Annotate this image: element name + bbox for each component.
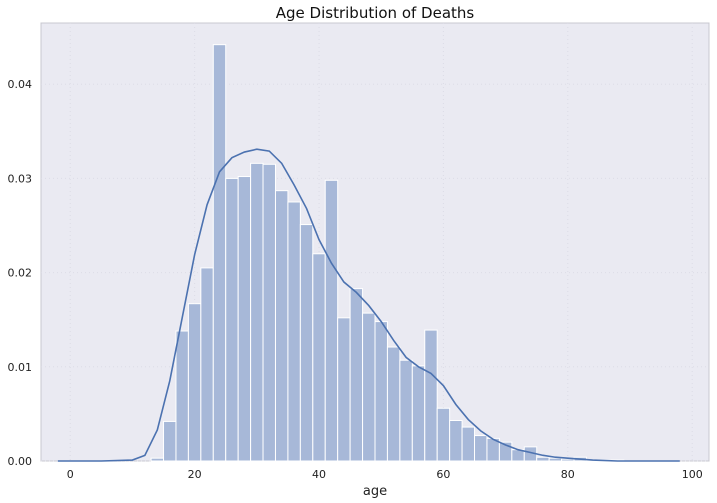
histogram-bar	[462, 427, 474, 461]
histogram-bar	[201, 268, 213, 461]
histogram-bar	[387, 347, 399, 461]
x-tick-label: 100	[682, 468, 703, 481]
histogram-bar	[300, 225, 312, 461]
y-tick-label: 0.02	[8, 267, 33, 280]
histogram-bar	[425, 330, 437, 461]
histogram-bar	[437, 408, 449, 461]
x-tick-label: 60	[436, 468, 450, 481]
histogram-bar	[151, 458, 163, 461]
histogram-bar	[251, 163, 263, 461]
histogram-bar	[412, 366, 424, 461]
histogram-bar	[188, 304, 200, 461]
histogram-bar	[263, 164, 275, 461]
histogram-bar	[176, 331, 188, 461]
x-tick-label: 40	[312, 468, 326, 481]
histogram-bar	[226, 178, 238, 461]
histogram-bar	[400, 360, 412, 461]
y-tick-label: 0.01	[8, 361, 33, 374]
histogram-bar	[213, 45, 225, 461]
histogram-bar	[475, 436, 487, 461]
histogram-bar	[238, 177, 250, 461]
histogram-bar	[562, 459, 574, 461]
x-axis-title: age	[363, 484, 387, 499]
histogram-bar	[537, 457, 549, 461]
chart-title: Age Distribution of Deaths	[276, 4, 475, 22]
y-axis-ticks: 0.00 0.01 0.02 0.03 0.04	[8, 78, 33, 468]
histogram-bar	[363, 313, 375, 461]
histogram-bar	[313, 254, 325, 461]
x-tick-label: 20	[188, 468, 202, 481]
y-tick-label: 0.03	[8, 172, 33, 185]
x-tick-label: 80	[561, 468, 575, 481]
histogram-bar	[450, 420, 462, 461]
histogram-bar	[549, 458, 561, 461]
histogram-bar	[275, 191, 287, 461]
histogram-bar	[164, 421, 176, 461]
histogram-bar	[288, 202, 300, 461]
histogram-bar	[338, 318, 350, 461]
histogram-bar	[325, 180, 337, 461]
y-tick-label: 0.04	[8, 78, 33, 91]
y-tick-label: 0.00	[8, 455, 33, 468]
x-axis-ticks: 0 20 40 60 80 100	[67, 468, 703, 481]
x-tick-label: 0	[67, 468, 74, 481]
histogram-bar	[350, 289, 362, 461]
histogram-bar	[375, 322, 387, 461]
